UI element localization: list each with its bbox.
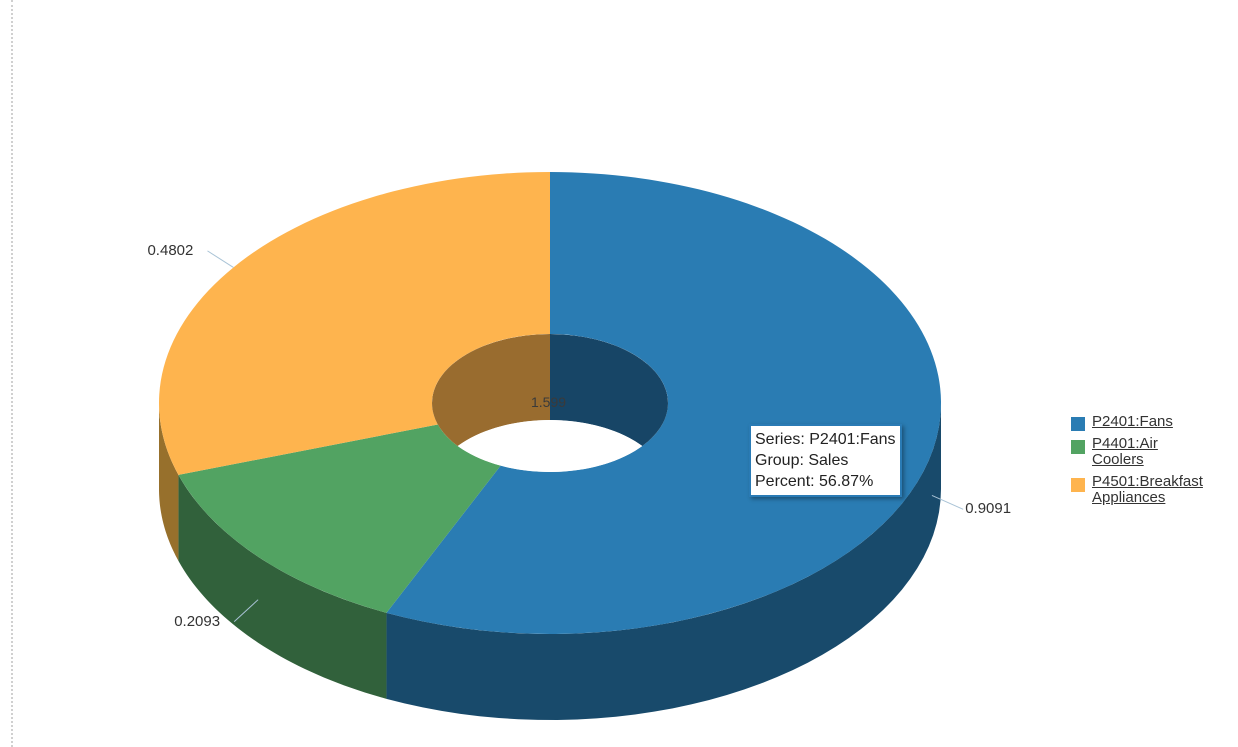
slice-tooltip: Series: P2401:Fans Group: Sales Percent:… xyxy=(749,424,902,497)
pie-side-fans xyxy=(386,403,941,720)
legend-item-fans[interactable]: P2401:Fans xyxy=(1071,413,1231,431)
pie-side-breakfast-appliances xyxy=(159,403,179,561)
legend-item-breakfast-appliances[interactable]: P4501:Breakfast Appliances xyxy=(1071,474,1231,507)
pie-slice-breakfast-appliances[interactable] xyxy=(159,172,550,475)
legend-swatch-fans xyxy=(1071,417,1085,431)
pie-inner-wall-fans-0 xyxy=(550,334,668,472)
data-label-breakfast-appliances: 0.4802 xyxy=(147,241,194,259)
leader-line-air-coolers xyxy=(233,599,259,623)
legend-label-breakfast-appliances[interactable]: P4501:Breakfast Appliances xyxy=(1092,473,1203,506)
legend-item-air-coolers[interactable]: P4401:Air Coolers xyxy=(1071,436,1231,469)
pie-slice-air-coolers[interactable] xyxy=(178,424,501,613)
pie-inner-wall-breakfast-appliances-1 xyxy=(432,334,550,472)
leader-line-fans xyxy=(931,495,964,510)
legend-label-fans[interactable]: P2401:Fans xyxy=(1092,413,1173,430)
tooltip-percent: Percent: 56.87% xyxy=(755,473,874,490)
pie-slice-fans[interactable] xyxy=(386,172,941,634)
tooltip-group: Group: Sales xyxy=(755,452,849,469)
chart-legend: P2401:Fans P4401:Air Coolers P4501:Break… xyxy=(1071,413,1231,512)
pie-side-air-coolers xyxy=(178,474,387,699)
donut-hole xyxy=(432,334,668,472)
legend-swatch-breakfast-appliances xyxy=(1071,478,1085,492)
tooltip-series: Series: P2401:Fans xyxy=(755,431,896,448)
leader-line-breakfast-appliances xyxy=(207,250,234,268)
legend-swatch-air-coolers xyxy=(1071,440,1085,454)
data-label-air-coolers: 0.2093 xyxy=(174,612,221,630)
donut-hole-bottom xyxy=(432,420,668,472)
panel-left-border xyxy=(11,0,13,747)
center-total-label: 1.599 xyxy=(531,394,567,410)
legend-label-air-coolers[interactable]: P4401:Air Coolers xyxy=(1092,435,1158,468)
data-label-fans: 0.9091 xyxy=(965,500,1012,518)
